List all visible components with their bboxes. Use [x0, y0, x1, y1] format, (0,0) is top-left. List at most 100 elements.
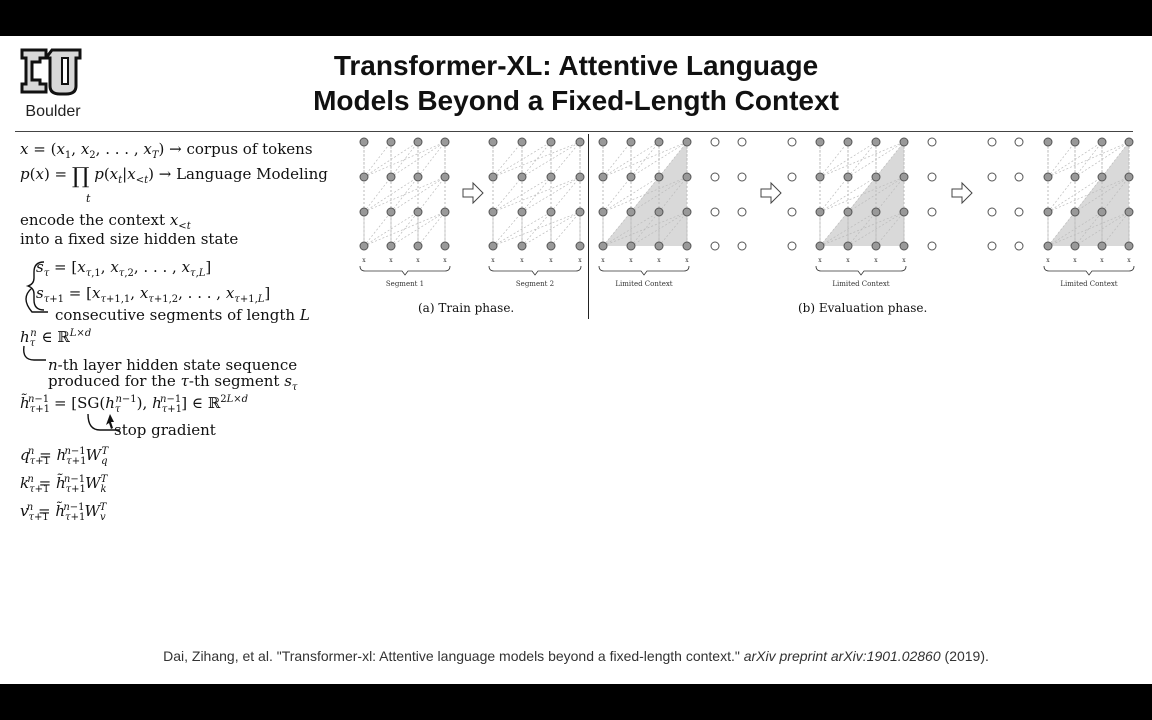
eval2-empty-node	[787, 137, 797, 147]
eval2-bracket-label: Limited Context	[832, 280, 889, 288]
seg2-edge	[521, 211, 581, 247]
eval1-node	[626, 172, 636, 182]
seg2-edge	[550, 211, 581, 247]
eval3-empty-node	[987, 241, 997, 251]
eval3-node	[1070, 241, 1080, 251]
eval3-token-label: x	[1046, 257, 1050, 264]
eval1-node	[654, 241, 664, 251]
eval3-edge	[1047, 211, 1103, 247]
eval2-node	[815, 207, 825, 217]
eval1-edge	[658, 176, 688, 213]
eval3-edge	[1047, 176, 1076, 213]
title-line-1: Transformer-XL: Attentive Language	[333, 50, 819, 81]
seg2-node	[517, 172, 527, 182]
eval1-edge	[658, 141, 688, 178]
encode-line-1: encode the context x<t	[20, 211, 191, 232]
eval1-edge	[658, 211, 688, 247]
eq-s-tau-plus-1: sτ+1 = [xτ+1,1, xτ+1,2, . . . , xτ+1,L]	[36, 284, 271, 305]
eval1-edge	[602, 141, 632, 178]
encode-line-2: into a fixed size hidden state	[20, 230, 239, 248]
seg2-node	[546, 172, 556, 182]
eval2-node	[899, 207, 909, 217]
eval3-edge	[1047, 141, 1076, 178]
eval2-token-label: x	[874, 257, 878, 264]
eval3-node	[1097, 137, 1107, 147]
eval2-edge	[847, 141, 905, 178]
title-rule	[15, 131, 1133, 132]
seg2-bracket	[488, 265, 582, 276]
seg2-edge	[550, 176, 581, 213]
eval1-node	[682, 137, 692, 147]
seg1-token-label: x	[362, 257, 366, 264]
eq-h-tilde: h̃τ+1n−1 = [SG(hτn−1), hτ+1n−1] ∈ ℝ2L×d	[20, 394, 249, 415]
eval1-edge	[630, 211, 688, 247]
seg1-edge	[390, 176, 419, 213]
seg2-node	[546, 241, 556, 251]
seg1-edge	[390, 211, 419, 247]
eval3-token-label: x	[1073, 257, 1077, 264]
eval3-edge	[1074, 141, 1130, 178]
seg1-edge	[363, 176, 446, 213]
seg1-token-label: x	[416, 257, 420, 264]
seg2-node	[575, 172, 585, 182]
eval3-edge	[1047, 211, 1076, 247]
transformer-xl-figure: x x x x Segment 1 x x x x Segment 2 x x x x Limited Co…	[359, 137, 1135, 288]
seg1-edge	[417, 211, 446, 247]
eval3-token-label: x	[1100, 257, 1104, 264]
seg2-token-label: x	[491, 257, 495, 264]
eval1-edge	[630, 176, 660, 213]
eval1-node	[626, 207, 636, 217]
seg1-node	[440, 207, 450, 217]
seg1-node	[386, 137, 396, 147]
seg2-edge	[492, 211, 581, 247]
seg1-node	[359, 207, 369, 217]
eval1-node	[626, 137, 636, 147]
eval2-empty-node	[787, 172, 797, 182]
seg2-bracket-label: Segment 2	[516, 280, 554, 288]
eval1-edge	[602, 211, 632, 247]
eval3-node	[1124, 241, 1134, 251]
train-caption: (a) Train phase.	[418, 301, 515, 315]
citation-venue: arXiv preprint arXiv:1901.02860	[743, 648, 941, 664]
eval3-edge	[1074, 176, 1103, 213]
eval2-node	[871, 241, 881, 251]
hidden-text-2: produced for the	[48, 372, 176, 390]
eval2-empty-node	[927, 241, 937, 251]
seg2-node	[488, 137, 498, 147]
eq-corpus: x = (x1, x2, . . . , xT) → corpus of tok…	[20, 140, 313, 161]
seg1-token-label: x	[389, 257, 393, 264]
eval2-edge	[819, 141, 849, 178]
eval3-empty-node	[1014, 241, 1024, 251]
eval-b-arrow-icon	[951, 181, 973, 205]
eval2-empty-node	[927, 172, 937, 182]
phase-divider	[588, 134, 589, 319]
eval2-node	[871, 172, 881, 182]
slide-title: Transformer-XL: Attentive Language Model…	[240, 48, 912, 118]
seg1-node	[440, 172, 450, 182]
hidden-line-1: n-th layer hidden state sequence	[48, 356, 298, 374]
eval3-token-label: x	[1127, 257, 1131, 264]
eval3-node	[1124, 207, 1134, 217]
eval2-node	[815, 137, 825, 147]
eval1-edge	[630, 141, 660, 178]
eq-lm-index: t	[86, 192, 91, 205]
eval1-node	[654, 207, 664, 217]
eval2-edge	[819, 211, 877, 247]
seg1-edge	[363, 141, 419, 178]
segments-brace	[25, 261, 48, 313]
eval2-node	[843, 207, 853, 217]
eval3-edge	[1047, 141, 1103, 178]
seg2-edge	[492, 141, 552, 178]
eval3-empty-node	[987, 207, 997, 217]
eval1-edge	[602, 141, 688, 178]
eval1-node	[654, 137, 664, 147]
seg1-node	[359, 137, 369, 147]
eval3-edge	[1101, 176, 1130, 213]
eval1-node	[598, 137, 608, 147]
seg1-node	[413, 207, 423, 217]
cu-logo-icon	[20, 48, 82, 96]
citation: Dai, Zihang, et al. "Transformer-xl: Att…	[0, 648, 1152, 664]
logo-text: Boulder	[25, 103, 81, 120]
segments-text: consecutive segments of length L	[55, 306, 310, 324]
seg2-node	[546, 137, 556, 147]
